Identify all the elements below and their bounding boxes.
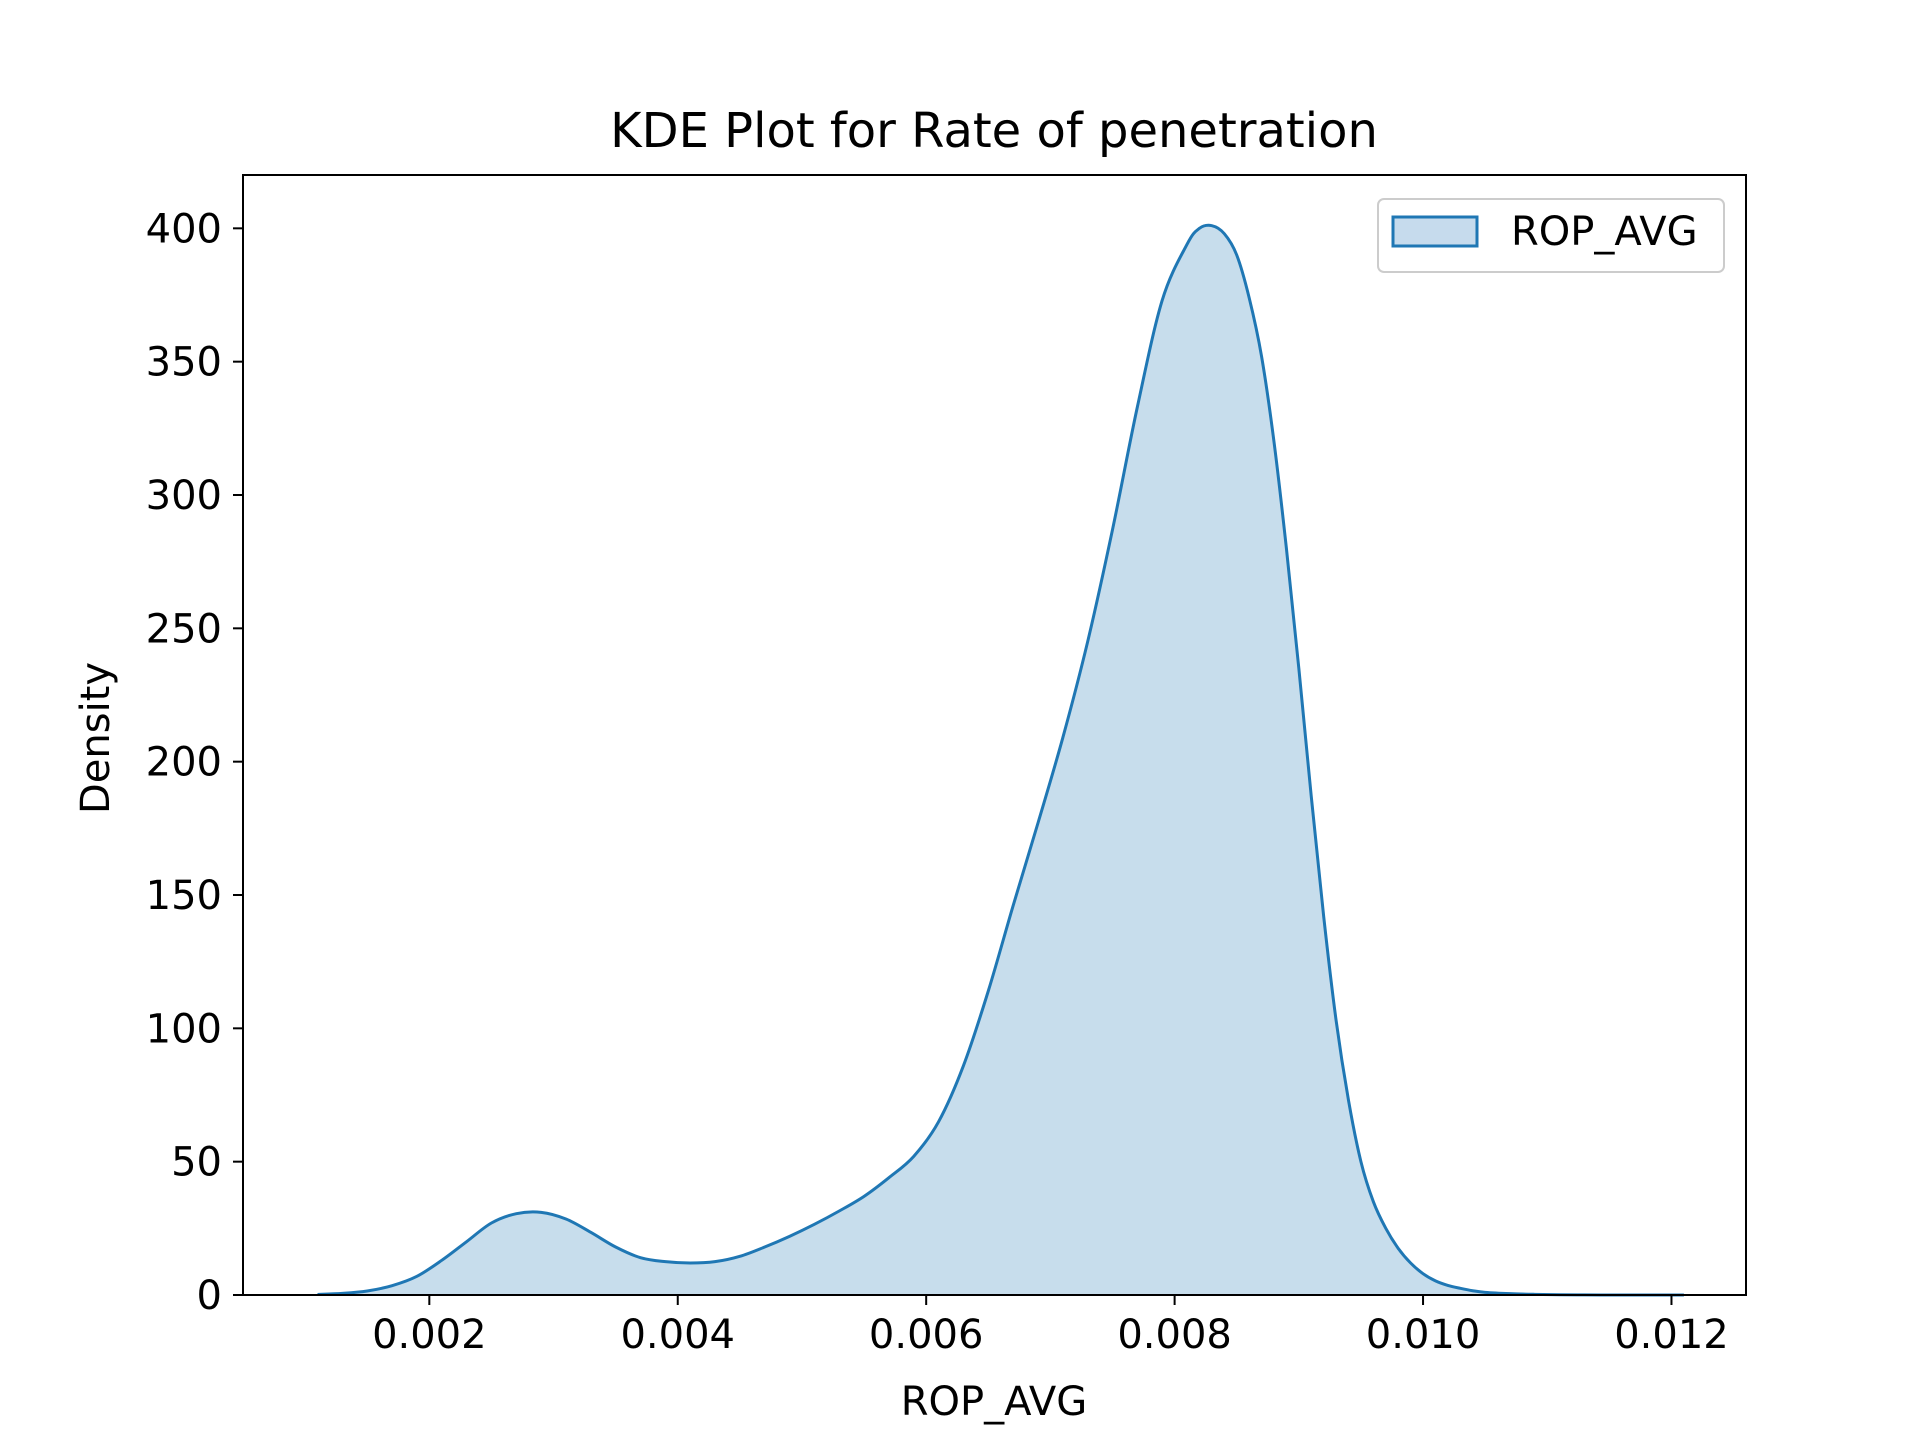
x-tick-label: 0.006: [869, 1312, 984, 1358]
kde-density-line: [317, 223, 1684, 1297]
y-axis-ticks: 0 50 100 150 200 250 300 350 400: [146, 206, 243, 1319]
y-tick-label: 100: [146, 1006, 222, 1052]
y-tick-label: 400: [146, 206, 222, 252]
y-tick-label: 350: [146, 340, 222, 386]
y-tick-label: 300: [146, 473, 222, 519]
axes-frame: [242, 174, 1747, 1296]
y-tick-label: 250: [146, 606, 222, 652]
y-axis-label: Density: [73, 662, 119, 814]
x-tick-label: 0.002: [372, 1312, 487, 1358]
y-tick-label: 50: [171, 1140, 222, 1186]
kde-density-area: [317, 225, 1684, 1296]
y-tick-label: 150: [146, 873, 222, 919]
x-tick-label: 0.012: [1614, 1312, 1729, 1358]
legend: ROP_AVG: [1377, 198, 1725, 273]
plot-area: [317, 223, 1684, 1297]
y-tick-label: 200: [146, 740, 222, 786]
chart-title: KDE Plot for Rate of penetration: [610, 103, 1378, 159]
y-tick-label: 0: [197, 1273, 222, 1319]
x-axis-label: ROP_AVG: [901, 1379, 1088, 1425]
legend-swatch: [1391, 215, 1479, 248]
x-tick-label: 0.004: [620, 1312, 735, 1358]
x-axis-ticks: 0.002 0.004 0.006 0.008 0.010 0.012: [372, 1295, 1729, 1358]
x-tick-label: 0.010: [1366, 1312, 1481, 1358]
x-tick-label: 0.008: [1117, 1312, 1232, 1358]
legend-label: ROP_AVG: [1511, 209, 1698, 255]
